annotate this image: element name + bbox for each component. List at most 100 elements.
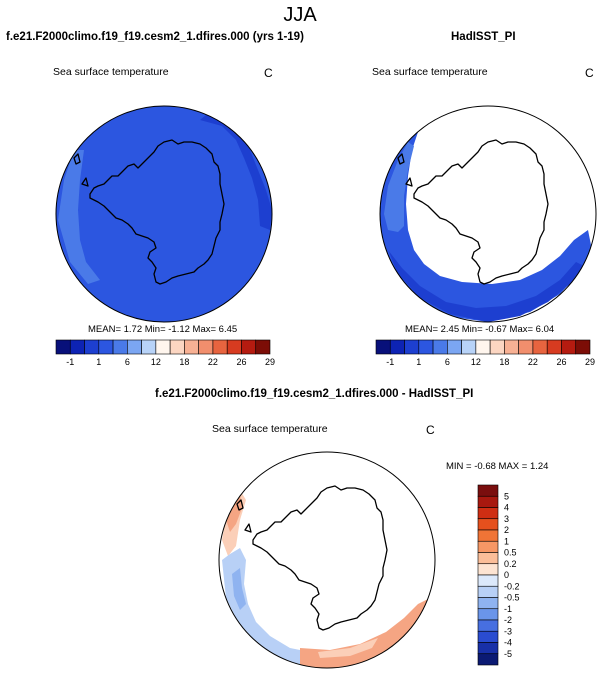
colorbar-panel-1: -1 1 6 12 18 22 26 29 [55,339,275,367]
colorbar-diff-swatch [477,630,499,643]
panel-1-case-title: f.e21.F2000climo.f19_f19.cesm2_1.dfires.… [6,31,304,43]
colorbar-2-tick-label: 26 [556,357,566,367]
map-3-diff-warm-south-light [318,638,378,658]
colorbar-diff-tick-label: 3 [504,514,509,524]
panel-1-units-label: C [264,66,273,80]
colorbar-diff-swatch [477,563,499,576]
colorbar-1-swatch [69,339,85,355]
colorbar-diff-tick-label: 2 [504,525,509,535]
map-1-sst-field [56,106,272,322]
colorbar-diff-swatch [477,619,499,632]
colorbar-diff-tick-label: 1 [504,536,509,546]
colorbar-1-tick-label: 12 [151,357,161,367]
colorbar-2-tick-label: 29 [585,357,595,367]
colorbar-diff-tick-label: 0.2 [504,559,517,569]
colorbar-1-tick-label: 6 [125,357,130,367]
colorbar-diff-tick-label: 0.5 [504,548,517,558]
colorbar-1-swatch [112,339,128,355]
colorbar-diff-swatch [477,608,499,621]
map-3-difference [218,451,436,669]
diff-case-title: f.e21.F2000climo.f19_f19.cesm2_1.dfires.… [155,388,474,400]
colorbar-2-swatch [461,339,477,355]
colorbar-1-swatch [155,339,171,355]
colorbar-diff-swatch [477,529,499,542]
colorbar-diff-swatch [477,484,499,497]
colorbar-1-swatch [226,339,242,355]
colorbar-diff-tick-label: -0.5 [504,593,520,603]
colorbar-diff-swatch [477,585,499,598]
colorbar-2-tick-label: 1 [416,357,421,367]
colorbar-2-swatch [475,339,491,355]
colorbar-2-swatch [375,339,391,355]
colorbar-1-tick-label: 26 [236,357,246,367]
map-2-sst-warm-band [384,142,414,232]
colorbar-1-swatch [255,339,271,355]
colorbar-2-tick-label: 12 [471,357,481,367]
colorbar-1-swatch [98,339,114,355]
colorbar-2-swatch [532,339,548,355]
colorbar-diff-swatch [477,653,499,666]
colorbar-diff-tick-label: 0 [504,570,509,580]
diff-units-label: C [426,423,435,437]
panel-2-units-label: C [585,66,594,80]
colorbar-2-tick-label: 6 [445,357,450,367]
colorbar-2-swatch [575,339,591,355]
colorbar-1-swatch [198,339,214,355]
colorbar-2-tick-label: 22 [528,357,538,367]
colorbar-1-tick-label: 22 [208,357,218,367]
colorbar-2-tick-label: -1 [386,357,394,367]
colorbar-1-swatch [169,339,185,355]
colorbar-diff-tick-label: -1 [504,604,512,614]
panel-2-case-title: HadISST_PI [451,31,516,43]
colorbar-2-swatch [432,339,448,355]
colorbar-diff-tick-label: -2 [504,615,512,625]
colorbar-panel-2: -1 1 6 12 18 22 26 29 [375,339,595,367]
colorbar-1-tick-label: -1 [66,357,74,367]
map-2-sst-field [380,128,592,322]
diff-stats: MIN = -0.68 MAX = 1.24 [446,461,549,472]
colorbar-2-tick-label: 18 [499,357,509,367]
colorbar-1-swatch [184,339,199,355]
colorbar-1-swatch [127,339,142,355]
colorbar-diff-swatch [477,540,499,553]
colorbar-2-swatch [561,339,577,355]
colorbar-diff-tick-label: -5 [504,649,512,659]
colorbar-diff-swatch [477,597,499,610]
colorbar-diff-swatch [477,507,499,520]
colorbar-diff-swatch [477,495,499,508]
colorbar-2-swatch [418,339,434,355]
map-2-observed-sst [379,105,597,323]
colorbar-1-swatch [241,339,257,355]
colorbar-diff-tick-label: -4 [504,638,512,648]
colorbar-diff-swatch [477,574,499,587]
colorbar-1-tick-label: 1 [96,357,101,367]
colorbar-1-swatch [141,339,157,355]
panel-2-stats: MEAN= 2.45 Min= -0.67 Max= 6.04 [405,324,555,335]
colorbar-diff-swatch [477,518,499,531]
colorbar-2-swatch [518,339,534,355]
diff-variable-label: Sea surface temperature [212,423,328,435]
panel-2-variable-label: Sea surface temperature [372,66,488,78]
colorbar-diff-tick-label: 5 [504,491,509,501]
map-3-diff-cool-core [232,568,246,610]
colorbar-1-tick-label: 18 [179,357,189,367]
map-1-model-sst [55,105,273,323]
colorbar-diff-tick-label: -3 [504,626,512,636]
colorbar-2-swatch [546,339,562,355]
colorbar-2-swatch [404,339,420,355]
colorbar-2-swatch [447,339,462,355]
colorbar-diff-swatch [477,642,499,655]
colorbar-2-swatch [389,339,405,355]
colorbar-2-swatch [504,339,519,355]
colorbar-1-swatch [212,339,228,355]
colorbar-diff-tick-label: -0.2 [504,581,520,591]
colorbar-2-swatch [489,339,505,355]
colorbar-1-tick-label: 29 [265,357,275,367]
panel-1-stats: MEAN= 1.72 Min= -1.12 Max= 6.45 [88,324,238,335]
season-title: JJA [283,4,317,26]
map-1-sst-warm-band [58,150,100,284]
colorbar-1-swatch [84,339,100,355]
map-2-sst-cold-band [388,250,584,322]
colorbar-diff-swatch [477,552,499,565]
